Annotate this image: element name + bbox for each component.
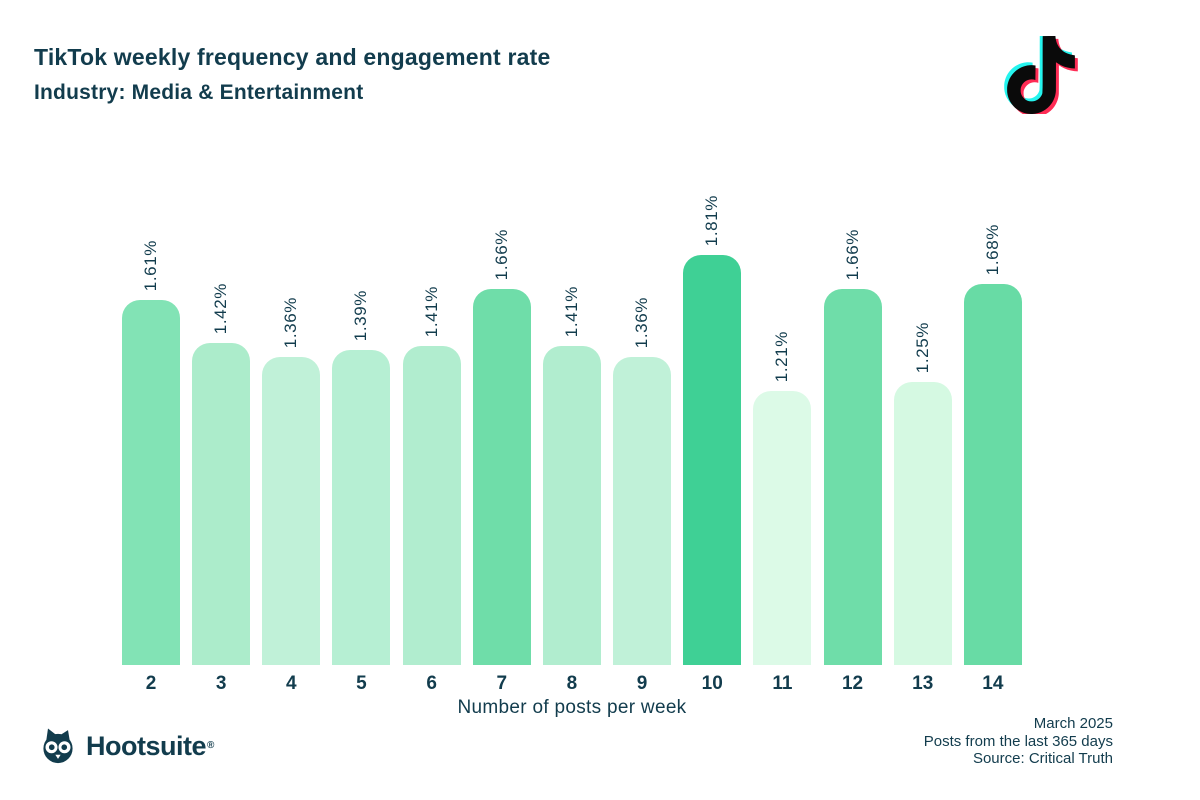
bar-column: 1.66% 12 [823,229,882,694]
bar [472,289,531,665]
page-title: TikTok weekly frequency and engagement r… [34,44,551,70]
bar-value-label: 1.68% [982,223,1002,275]
bar [823,289,882,665]
x-tick-label: 13 [912,673,934,694]
bar [753,391,812,665]
bar-value-label: 1.25% [912,321,932,373]
x-tick-label: 8 [566,673,578,694]
hootsuite-owl-icon [43,728,73,764]
bar-value-label: 1.41% [421,285,441,337]
bar [683,255,742,665]
bar-column: 1.36% 9 [613,255,672,694]
x-tick-label: 2 [145,673,157,694]
bar [192,343,251,665]
bar-value-label: 1.66% [491,228,511,280]
x-tick-label: 14 [982,673,1004,694]
bar-value-label: 1.81% [702,194,722,246]
hootsuite-logo: Hootsuite® [38,726,214,766]
x-tick-label: 5 [356,673,367,694]
bar-value-label: 1.41% [561,285,581,337]
footer-range: Posts from the last 365 days [923,732,1113,750]
brand-name: Hootsuite [86,730,207,761]
bar-value-label: 1.21% [772,330,792,382]
bar-column: 1.41% 6 [402,255,461,694]
registered-mark: ® [207,740,215,752]
x-axis-title: Number of posts per week [457,697,687,718]
bar-value-label: 1.66% [842,228,862,280]
x-tick-label: 11 [772,673,793,694]
x-tick-label: 7 [496,673,508,694]
bar-value-label: 1.61% [141,239,160,291]
header: TikTok weekly frequency and engagement r… [34,44,550,105]
bar [542,346,601,665]
x-tick-label: 6 [426,673,437,694]
bar [332,350,391,665]
tiktok-logo-icon [1004,36,1078,114]
bar-column: 1.25% 13 [893,255,952,694]
bar [613,357,672,665]
bar-value-label: 1.36% [632,296,652,348]
x-tick-label: 12 [841,673,864,694]
footer-date: March 2025 [1033,715,1113,732]
bar [402,346,461,665]
bar [262,357,321,665]
bar-column: 1.39% 5 [332,255,391,694]
bar [893,382,952,665]
x-tick-label: 9 [636,673,648,694]
bar-column: 1.61% 2 [122,240,180,694]
bar-column: 1.41% 8 [542,255,601,694]
bar-column: 1.21% 11 [753,255,812,694]
bar-chart: 1.61% 2 1.42% 3 1.36% 4 1.39% 5 1.41% 6 1.66% 7 1.41… [122,195,1022,694]
bar-column: 1.68% 14 [963,224,1022,694]
bar-column: 1.36% 4 [262,255,321,694]
bar [963,284,1022,665]
page-subtitle: Industry: Media & Entertainment [34,81,364,104]
bar-value-label: 1.39% [351,289,371,341]
x-tick-label: 4 [286,673,297,694]
bar [122,300,180,665]
bar-value-label: 1.36% [281,296,301,348]
x-tick-label: 3 [215,673,227,694]
bar-value-label: 1.42% [211,282,231,334]
brand-wordmark: Hootsuite® [78,731,214,762]
footer-meta: March 2025 Posts from the last 365 days … [924,715,1113,768]
bar-column: 1.42% 3 [192,255,251,694]
bar-column: 1.81% 10 [683,195,742,694]
bar-column: 1.66% 7 [472,229,531,694]
x-tick-label: 10 [701,673,723,694]
footer-source: Source: Critical Truth [972,750,1113,767]
